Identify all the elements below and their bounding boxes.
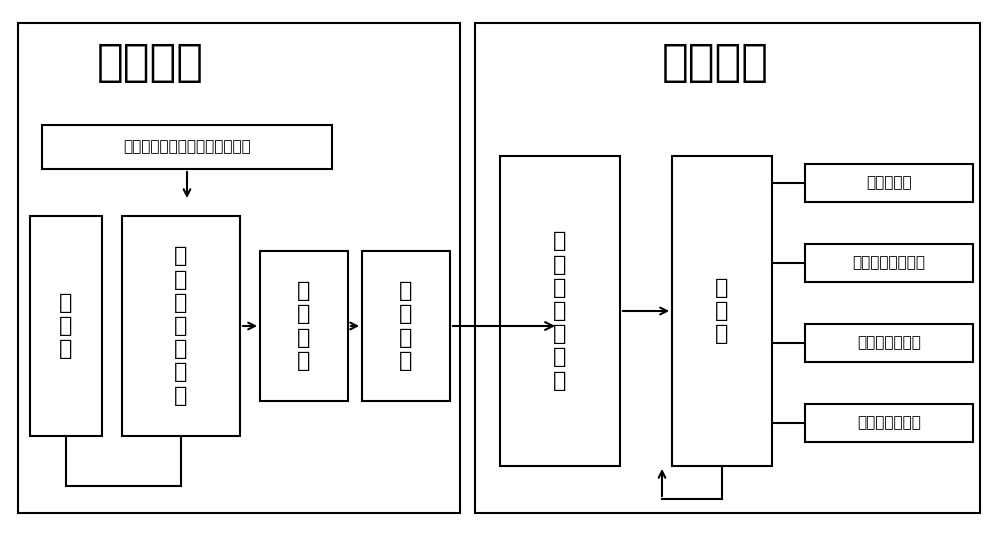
- Text: 残余散光量: 残余散光量: [866, 175, 912, 190]
- Bar: [18, 23, 460, 513]
- Bar: [805, 164, 973, 202]
- Text: 显
示
器: 显 示 器: [715, 278, 729, 344]
- Bar: [362, 251, 450, 401]
- Bar: [122, 216, 240, 436]
- Bar: [260, 251, 348, 401]
- Bar: [500, 156, 620, 466]
- Bar: [30, 216, 102, 436]
- Bar: [672, 156, 772, 466]
- Text: 成
像
仪: 成 像 仪: [59, 293, 73, 359]
- Bar: [805, 244, 973, 282]
- Bar: [805, 324, 973, 362]
- Text: 计
算
模
块: 计 算 模 块: [297, 281, 311, 371]
- Text: 轴位和角膜散光轴位之间夹角量: 轴位和角膜散光轴位之间夹角量: [123, 140, 251, 155]
- Text: 模
拟
量
输
入
模
块: 模 拟 量 输 入 模 块: [174, 246, 188, 406]
- Text: 显
示
控
制
适
配
器: 显 示 控 制 适 配 器: [553, 232, 567, 391]
- Text: 轴位旋转示意图: 轴位旋转示意图: [857, 335, 921, 351]
- Text: 主机系统: 主机系统: [96, 41, 204, 84]
- Text: 输
出
模
块: 输 出 模 块: [399, 281, 413, 371]
- Bar: [805, 404, 973, 442]
- Bar: [475, 23, 980, 513]
- Text: 残余散光轴位图: 残余散光轴位图: [857, 415, 921, 431]
- Text: 显示系统: 显示系统: [662, 41, 768, 84]
- Text: 与原散光间夹角量: 与原散光间夹角量: [852, 255, 926, 270]
- Bar: [42, 125, 332, 169]
